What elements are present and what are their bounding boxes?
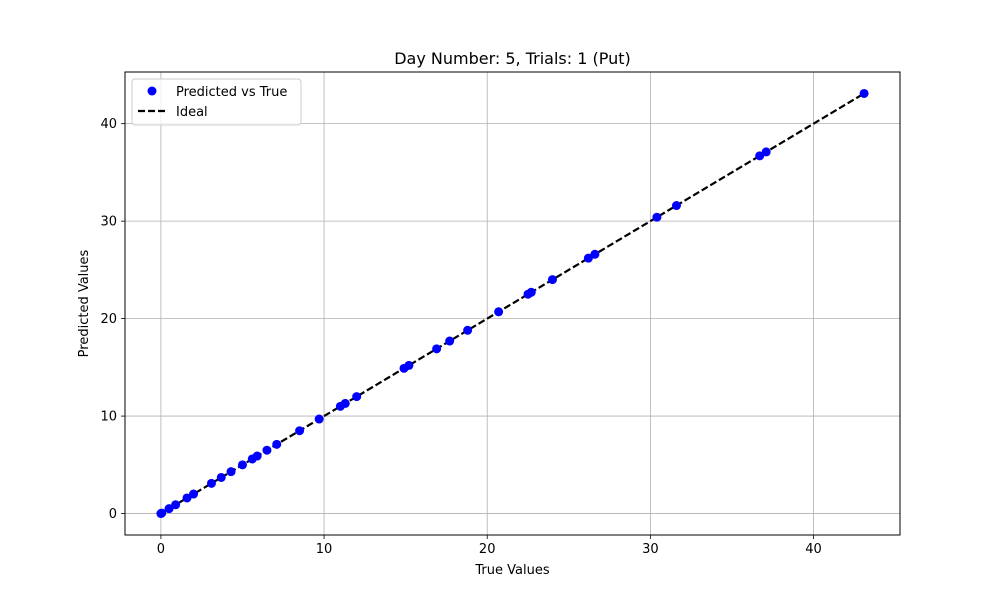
data-point	[590, 249, 600, 259]
y-tick-label: 0	[109, 507, 117, 522]
data-point	[262, 445, 272, 455]
x-tick-label: 0	[157, 542, 165, 557]
data-point	[171, 500, 181, 510]
data-point	[237, 460, 247, 470]
data-point	[157, 508, 167, 518]
data-point	[226, 467, 236, 477]
data-point	[340, 398, 350, 408]
legend-marker-predicted	[147, 86, 157, 96]
data-point	[547, 275, 557, 285]
x-tick-label: 20	[479, 542, 496, 557]
legend-box	[131, 78, 302, 126]
data-point	[445, 336, 455, 346]
data-point	[206, 478, 216, 488]
y-tick-label: 20	[100, 312, 117, 327]
grid	[125, 72, 900, 535]
chart-title: Day Number: 5, Trials: 1 (Put)	[394, 49, 631, 68]
legend-label-ideal: Ideal	[176, 105, 208, 120]
data-point	[164, 504, 174, 514]
data-point	[252, 451, 262, 461]
y-tick-label: 10	[100, 410, 117, 425]
data-point	[761, 147, 771, 157]
data-point	[314, 414, 324, 424]
legend: Predicted vs True Ideal	[131, 78, 302, 126]
data-point	[189, 489, 199, 499]
data-point	[652, 212, 662, 222]
scatter-series	[156, 88, 869, 519]
data-point	[583, 253, 593, 263]
data-point	[216, 472, 226, 482]
plot-frame	[124, 71, 901, 536]
data-point	[463, 325, 473, 335]
data-point	[352, 392, 362, 402]
legend-label-predicted: Predicted vs True	[176, 85, 287, 100]
data-point	[526, 287, 536, 297]
y-tick-label: 30	[100, 215, 117, 230]
data-point	[432, 344, 442, 354]
y-axis-ticks: 0 10 20 30 40	[100, 117, 125, 522]
data-point	[671, 201, 681, 211]
data-point	[182, 493, 192, 503]
data-point	[404, 360, 414, 370]
data-point	[295, 426, 305, 436]
data-point	[755, 151, 765, 161]
y-axis-label: Predicted Values	[77, 249, 92, 357]
x-axis-ticks: 0 10 20 30 40	[157, 535, 822, 557]
data-point	[272, 439, 282, 449]
data-point	[494, 307, 504, 317]
x-tick-label: 10	[316, 542, 333, 557]
y-tick-label: 40	[100, 117, 117, 132]
data-point	[859, 88, 869, 98]
x-tick-label: 40	[805, 542, 822, 557]
x-tick-label: 30	[642, 542, 659, 557]
x-axis-label: True Values	[474, 563, 549, 578]
